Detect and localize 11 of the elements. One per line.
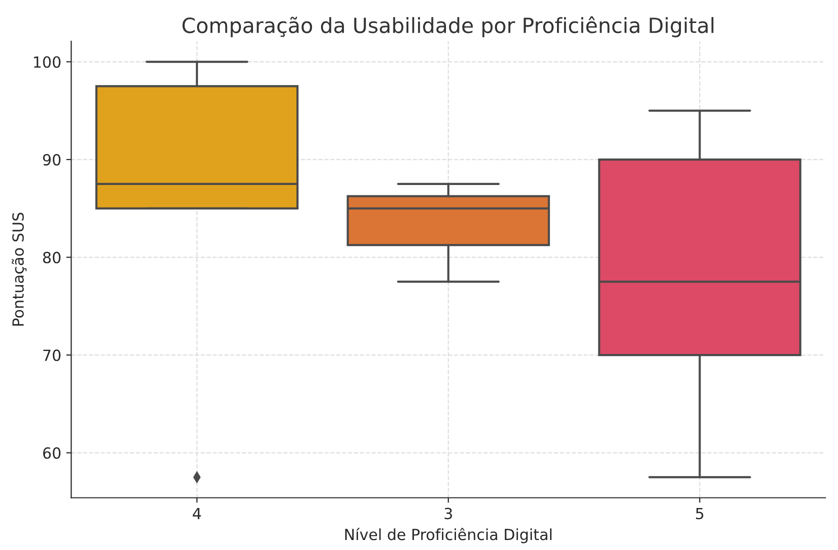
x-axis-title: Nível de Proficiência Digital — [345, 528, 552, 544]
x-tick-label: 5 — [696, 508, 704, 520]
y-tick-label: 80 — [43, 252, 60, 264]
y-axis-title: Pontuação SUS — [12, 212, 27, 326]
y-tick-label: 90 — [43, 154, 60, 166]
y-tick-label: 60 — [43, 447, 60, 459]
x-tick-label: 4 — [192, 508, 201, 520]
y-tick-label: 100 — [34, 56, 60, 68]
chart-title: Comparação da Usabilidade por Proficiência Digital — [182, 16, 714, 38]
y-tick-label: 70 — [43, 350, 60, 362]
x-tick-label: 3 — [444, 508, 452, 520]
